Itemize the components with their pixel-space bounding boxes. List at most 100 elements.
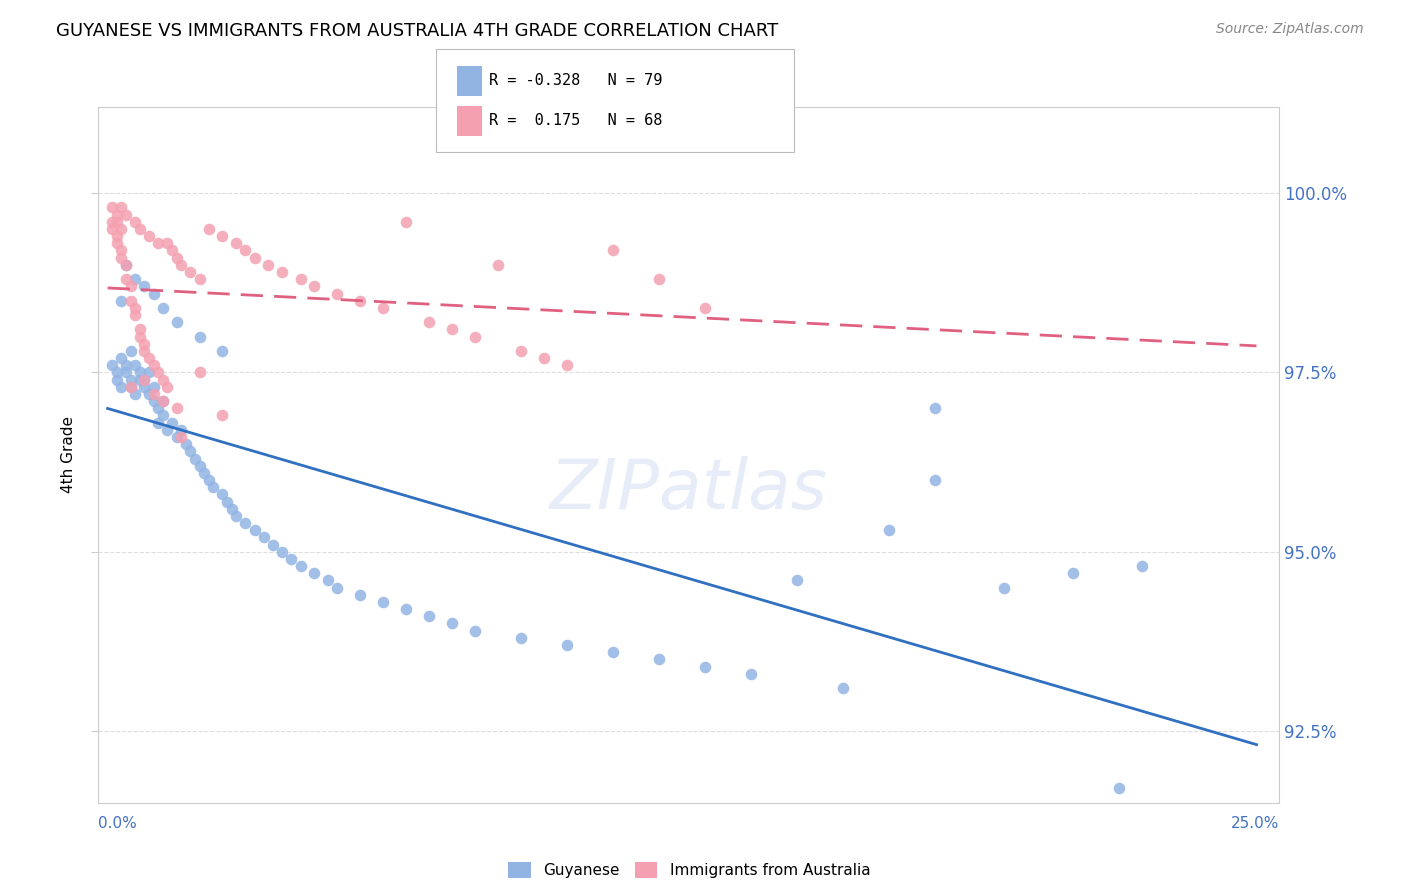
Point (924, 473, 946, 487)
Point (105, 229, 128, 244)
Point (290, 272, 312, 286)
Point (225, 508, 247, 523)
Point (304, 566, 326, 581)
Point (271, 545, 294, 559)
Point (138, 366, 160, 380)
Point (115, 272, 138, 286)
Point (211, 229, 233, 244)
Point (373, 595, 395, 609)
Point (602, 645, 624, 659)
Point (555, 358, 578, 372)
Point (152, 373, 174, 387)
Point (326, 581, 349, 595)
Point (349, 293, 371, 308)
Point (124, 308, 146, 322)
Point (142, 358, 165, 372)
Point (101, 201, 124, 215)
Point (152, 394, 174, 409)
Point (124, 215, 146, 229)
Point (170, 423, 193, 437)
Point (166, 315, 188, 329)
Point (124, 358, 146, 372)
Point (243, 251, 266, 265)
Point (120, 380, 142, 394)
Point (110, 201, 132, 215)
Point (648, 652, 671, 666)
Point (464, 329, 486, 343)
Point (197, 473, 219, 487)
Point (156, 380, 179, 394)
Point (124, 301, 146, 315)
Point (441, 322, 464, 336)
Point (170, 430, 193, 444)
Point (188, 458, 211, 473)
Point (170, 258, 193, 272)
Text: 25.0%: 25.0% (1232, 816, 1279, 831)
Point (115, 258, 138, 272)
Y-axis label: 4th Grade: 4th Grade (60, 417, 76, 493)
Point (160, 416, 183, 430)
Point (555, 638, 578, 652)
Point (271, 265, 294, 279)
Point (128, 222, 150, 236)
Point (877, 523, 900, 537)
Point (134, 373, 156, 387)
Point (243, 523, 266, 537)
Point (188, 329, 211, 343)
Point (124, 272, 146, 286)
Point (395, 602, 418, 616)
Point (202, 480, 225, 494)
Point (225, 236, 247, 251)
Point (693, 659, 716, 673)
Point (142, 394, 165, 409)
Text: R = -0.328   N = 79: R = -0.328 N = 79 (489, 73, 662, 88)
Text: Source: ZipAtlas.com: Source: ZipAtlas.com (1216, 22, 1364, 37)
Point (166, 430, 188, 444)
Point (316, 574, 339, 588)
Point (253, 530, 276, 544)
Point (134, 343, 156, 358)
Point (146, 236, 169, 251)
Point (197, 222, 219, 236)
Point (235, 244, 257, 258)
Point (134, 373, 156, 387)
Point (128, 366, 150, 380)
Point (924, 401, 946, 416)
Point (693, 301, 716, 315)
Point (134, 279, 156, 293)
Point (156, 236, 179, 251)
Point (115, 358, 138, 372)
Text: GUYANESE VS IMMIGRANTS FROM AUSTRALIA 4TH GRADE CORRELATION CHART: GUYANESE VS IMMIGRANTS FROM AUSTRALIA 4T… (56, 22, 779, 40)
Point (120, 380, 142, 394)
Point (262, 538, 284, 552)
Point (740, 666, 762, 681)
Point (101, 222, 124, 236)
Point (993, 581, 1015, 595)
Point (280, 552, 302, 566)
Point (373, 301, 395, 315)
Point (138, 387, 160, 401)
Point (188, 366, 211, 380)
Point (105, 208, 128, 222)
Point (134, 380, 156, 394)
Point (146, 416, 169, 430)
Point (110, 244, 132, 258)
Point (110, 351, 132, 365)
Point (134, 336, 156, 351)
Point (290, 559, 312, 574)
Point (166, 401, 188, 416)
Point (160, 244, 183, 258)
Point (211, 343, 233, 358)
Text: R =  0.175   N = 68: R = 0.175 N = 68 (489, 113, 662, 128)
Point (152, 394, 174, 409)
Point (110, 222, 132, 236)
Point (115, 366, 138, 380)
Text: ZIPatlas: ZIPatlas (550, 456, 828, 524)
Point (602, 244, 624, 258)
Point (110, 251, 132, 265)
Point (1108, 781, 1130, 796)
Point (395, 215, 418, 229)
Point (217, 494, 239, 508)
Point (418, 609, 440, 624)
Point (786, 574, 808, 588)
